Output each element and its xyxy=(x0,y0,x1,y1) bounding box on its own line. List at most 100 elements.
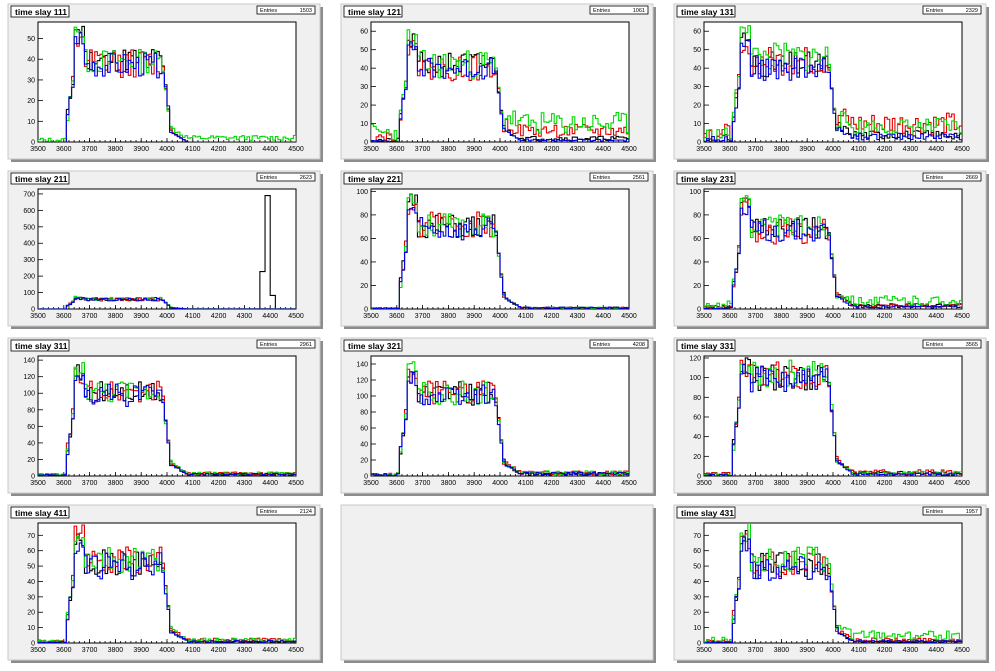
plot-frame xyxy=(703,522,963,644)
y-tick-label: 40 xyxy=(27,440,35,447)
x-tick-label: 3500 xyxy=(30,146,46,153)
x-tick-label: 3600 xyxy=(56,647,72,654)
x-tick-label: 4200 xyxy=(877,146,893,153)
x-tick-label: 4300 xyxy=(237,480,253,487)
x-tick-label: 3600 xyxy=(56,146,72,153)
title-box xyxy=(676,172,736,185)
x-tick-label: 3900 xyxy=(799,647,815,654)
pad-111: 3500 3600 3700 3800 3900 4000 4100 4200 4300 4400… xyxy=(7,3,323,162)
y-tick-label: 500 xyxy=(23,224,35,231)
title-box xyxy=(676,506,736,519)
x-tick-label: 4000 xyxy=(159,146,175,153)
x-tick-label: 4100 xyxy=(851,647,867,654)
title-box xyxy=(10,172,70,185)
x-tick-label: 3900 xyxy=(799,480,815,487)
x-tick-label: 4500 xyxy=(954,146,970,153)
x-tick-label: 4400 xyxy=(928,647,944,654)
x-tick-label: 4200 xyxy=(211,480,227,487)
y-tick-label: 30 xyxy=(693,84,701,91)
plot-frame xyxy=(370,21,630,143)
x-tick-label: 3900 xyxy=(133,480,149,487)
y-tick-label: 100 xyxy=(356,394,368,401)
x-tick-label: 4100 xyxy=(518,146,534,153)
y-tick-label: 30 xyxy=(693,594,701,601)
x-tick-label: 4100 xyxy=(185,146,201,153)
y-tick-label: 20 xyxy=(360,283,368,290)
x-tick-label: 3500 xyxy=(696,647,712,654)
x-tick-label: 4400 xyxy=(928,480,944,487)
stats-value: 1061 xyxy=(633,8,645,14)
y-tick-label: 40 xyxy=(693,259,701,266)
y-tick-label: 400 xyxy=(23,241,35,248)
x-tick-label: 3800 xyxy=(108,480,124,487)
series-blue xyxy=(704,205,962,309)
stats-value: 2961 xyxy=(300,342,312,348)
x-tick-label: 4300 xyxy=(570,480,586,487)
stats-box xyxy=(589,339,649,349)
x-tick-label: 3600 xyxy=(56,313,72,320)
stats-value: 1503 xyxy=(300,8,312,14)
x-tick-label: 3900 xyxy=(799,313,815,320)
x-tick-label: 4400 xyxy=(928,313,944,320)
x-tick-label: 3900 xyxy=(133,313,149,320)
x-tick-label: 3900 xyxy=(133,146,149,153)
chart-title: time slay 211 xyxy=(15,174,68,184)
stats-box xyxy=(922,339,982,349)
x-tick-label: 3600 xyxy=(722,313,738,320)
x-tick-label: 3500 xyxy=(696,480,712,487)
title-box xyxy=(10,506,70,519)
x-tick-label: 3600 xyxy=(722,146,738,153)
y-tick-label: 100 xyxy=(689,375,701,382)
x-tick-label: 3800 xyxy=(774,647,790,654)
y-tick-label: 60 xyxy=(27,548,35,555)
x-tick-label: 4500 xyxy=(954,647,970,654)
stats-label: Entries xyxy=(260,8,277,14)
x-tick-label: 4400 xyxy=(595,146,611,153)
title-box xyxy=(343,172,403,185)
x-tick-label: 4200 xyxy=(877,647,893,654)
x-tick-label: 4400 xyxy=(262,480,278,487)
x-tick-label: 4200 xyxy=(544,480,560,487)
stats-label: Entries xyxy=(260,175,277,181)
y-tick-label: 20 xyxy=(693,283,701,290)
y-tick-label: 40 xyxy=(27,579,35,586)
x-tick-label: 3700 xyxy=(748,313,764,320)
stats-label: Entries xyxy=(593,175,610,181)
x-tick-label: 4300 xyxy=(903,647,919,654)
y-tick-label: 80 xyxy=(693,395,701,402)
y-tick-label: 50 xyxy=(360,47,368,54)
x-tick-label: 4500 xyxy=(288,146,304,153)
y-tick-label: 0 xyxy=(697,307,701,314)
chart-title: time slay 321 xyxy=(348,341,401,351)
y-tick-label: 20 xyxy=(693,454,701,461)
x-tick-label: 4400 xyxy=(928,146,944,153)
chart-title: time slay 411 xyxy=(15,508,68,518)
y-tick-label: 40 xyxy=(693,434,701,441)
y-tick-label: 0 xyxy=(697,474,701,481)
x-tick-label: 4400 xyxy=(262,313,278,320)
x-tick-label: 3700 xyxy=(748,480,764,487)
y-tick-label: 20 xyxy=(27,610,35,617)
stats-box xyxy=(922,172,982,182)
x-tick-label: 3800 xyxy=(441,146,457,153)
x-tick-label: 3700 xyxy=(82,146,98,153)
x-tick-label: 4100 xyxy=(185,647,201,654)
title-box xyxy=(676,339,736,352)
x-tick-label: 3600 xyxy=(56,480,72,487)
title-box xyxy=(10,339,70,352)
series-blue xyxy=(38,32,296,142)
title-box xyxy=(343,339,403,352)
x-tick-label: 4000 xyxy=(825,146,841,153)
x-tick-label: 4000 xyxy=(492,146,508,153)
y-tick-label: 20 xyxy=(27,98,35,105)
x-tick-label: 4200 xyxy=(211,313,227,320)
y-tick-label: 10 xyxy=(693,121,701,128)
plot-frame xyxy=(37,188,297,310)
pad-411: 3500 3600 3700 3800 3900 4000 4100 4200 4300 4400… xyxy=(7,504,323,663)
chart-title: time slay 331 xyxy=(681,341,734,351)
y-tick-label: 40 xyxy=(360,442,368,449)
pad-131: 3500 3600 3700 3800 3900 4000 4100 4200 4300 4400… xyxy=(673,3,989,162)
y-tick-label: 60 xyxy=(360,236,368,243)
x-tick-label: 3800 xyxy=(774,146,790,153)
x-tick-label: 3900 xyxy=(133,647,149,654)
